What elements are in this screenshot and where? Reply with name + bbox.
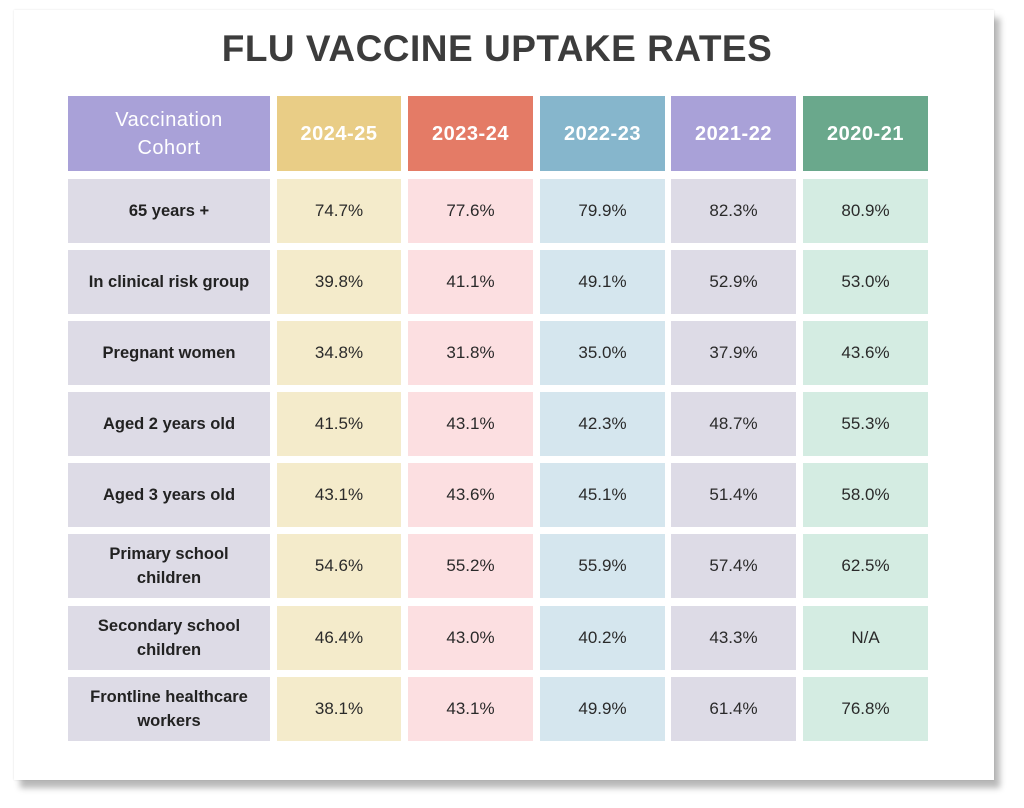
table-cell: 57.4% <box>671 534 796 598</box>
table-cell: 37.9% <box>671 321 796 385</box>
table-cell: 61.4% <box>671 677 796 741</box>
page-title: FLU VACCINE UPTAKE RATES <box>221 28 773 69</box>
row-label: Secondary school children <box>68 606 270 670</box>
table-cell: 43.3% <box>671 606 796 670</box>
table-cell: 79.9% <box>540 179 665 243</box>
table-cell: 55.9% <box>540 534 665 598</box>
table-cell: 52.9% <box>671 250 796 314</box>
table-cell: 42.3% <box>540 392 665 456</box>
header-cohort: Vaccination Cohort <box>68 96 270 171</box>
row-label: Aged 2 years old <box>68 392 270 456</box>
table-cell: N/A <box>803 606 928 670</box>
table-cell: 43.1% <box>408 677 533 741</box>
table-cell: 76.8% <box>803 677 928 741</box>
table-cell: 74.7% <box>277 179 401 243</box>
header-2022-23: 2022-23 <box>540 96 665 171</box>
table-cell: 43.6% <box>803 321 928 385</box>
table-cell: 77.6% <box>408 179 533 243</box>
header-2020-21: 2020-21 <box>803 96 928 171</box>
table-cell: 49.9% <box>540 677 665 741</box>
table-cell: 55.2% <box>408 534 533 598</box>
table-cell: 38.1% <box>277 677 401 741</box>
table-cell: 82.3% <box>671 179 796 243</box>
table-cell: 39.8% <box>277 250 401 314</box>
row-label: Pregnant women <box>68 321 270 385</box>
table-cell: 46.4% <box>277 606 401 670</box>
header-2021-22: 2021-22 <box>671 96 796 171</box>
table-cell: 41.1% <box>408 250 533 314</box>
row-label: In clinical risk group <box>68 250 270 314</box>
table-cell: 41.5% <box>277 392 401 456</box>
table-cell: 40.2% <box>540 606 665 670</box>
table-cell: 43.1% <box>408 392 533 456</box>
table-cell: 43.0% <box>408 606 533 670</box>
table-cell: 43.1% <box>277 463 401 527</box>
table-cell: 51.4% <box>671 463 796 527</box>
table-cell: 54.6% <box>277 534 401 598</box>
table-cell: 80.9% <box>803 179 928 243</box>
table-cell: 31.8% <box>408 321 533 385</box>
table-cell: 35.0% <box>540 321 665 385</box>
table-cell: 62.5% <box>803 534 928 598</box>
row-label: Aged 3 years old <box>68 463 270 527</box>
row-label: Primary school children <box>68 534 270 598</box>
table-cell: 53.0% <box>803 250 928 314</box>
table-cell: 55.3% <box>803 392 928 456</box>
table-cell: 34.8% <box>277 321 401 385</box>
table-cell: 45.1% <box>540 463 665 527</box>
table-cell: 49.1% <box>540 250 665 314</box>
table-cell: 48.7% <box>671 392 796 456</box>
row-label: Frontline healthcare workers <box>68 677 270 741</box>
table-cell: 58.0% <box>803 463 928 527</box>
row-label: 65 years + <box>68 179 270 243</box>
header-2023-24: 2023-24 <box>408 96 533 171</box>
header-2024-25: 2024-25 <box>277 96 401 171</box>
table-cell: 43.6% <box>408 463 533 527</box>
